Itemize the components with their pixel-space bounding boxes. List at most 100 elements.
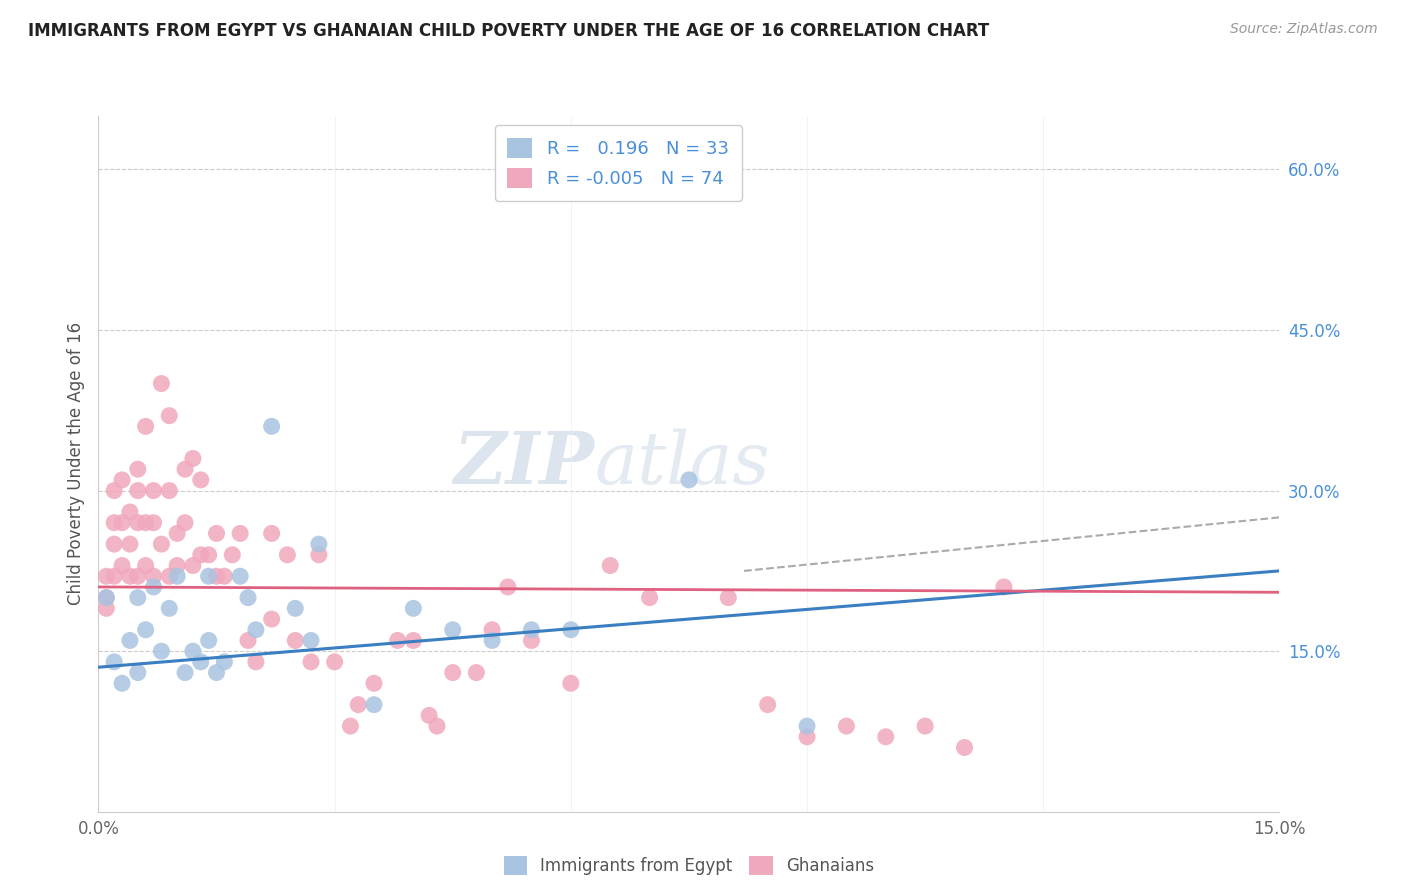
Point	[284, 601, 307, 615]
Point	[496, 580, 519, 594]
Point	[197, 633, 219, 648]
Point	[387, 633, 409, 648]
Point	[174, 462, 197, 476]
Point	[96, 591, 118, 605]
Point	[181, 644, 204, 658]
Point	[142, 483, 165, 498]
Point	[260, 612, 283, 626]
Point	[135, 558, 157, 573]
Point	[96, 601, 118, 615]
Point	[96, 591, 118, 605]
Point	[465, 665, 488, 680]
Point	[166, 558, 188, 573]
Point	[96, 569, 118, 583]
Point	[835, 719, 858, 733]
Point	[103, 483, 125, 498]
Point	[127, 591, 149, 605]
Point	[111, 473, 134, 487]
Point	[236, 591, 259, 605]
Y-axis label: Child Poverty Under the Age of 16: Child Poverty Under the Age of 16	[66, 322, 84, 606]
Text: Source: ZipAtlas.com: Source: ZipAtlas.com	[1230, 22, 1378, 37]
Point	[157, 409, 180, 423]
Point	[875, 730, 897, 744]
Point	[299, 633, 322, 648]
Point	[560, 676, 582, 690]
Point	[157, 569, 180, 583]
Point	[441, 623, 464, 637]
Text: ZIP: ZIP	[454, 428, 595, 500]
Point	[756, 698, 779, 712]
Point	[142, 569, 165, 583]
Point	[599, 558, 621, 573]
Point	[214, 655, 236, 669]
Point	[245, 623, 267, 637]
Point	[221, 548, 243, 562]
Point	[190, 473, 212, 487]
Point	[111, 516, 134, 530]
Point	[560, 623, 582, 637]
Point	[308, 548, 330, 562]
Point	[284, 633, 307, 648]
Point	[150, 537, 173, 551]
Point	[323, 655, 346, 669]
Point	[299, 655, 322, 669]
Point	[111, 676, 134, 690]
Point	[127, 665, 149, 680]
Point	[127, 462, 149, 476]
Point	[260, 419, 283, 434]
Point	[181, 451, 204, 466]
Point	[142, 516, 165, 530]
Point	[118, 633, 141, 648]
Point	[481, 633, 503, 648]
Point	[127, 569, 149, 583]
Point	[308, 537, 330, 551]
Text: IMMIGRANTS FROM EGYPT VS GHANAIAN CHILD POVERTY UNDER THE AGE OF 16 CORRELATION : IMMIGRANTS FROM EGYPT VS GHANAIAN CHILD …	[28, 22, 990, 40]
Point	[236, 633, 259, 648]
Point	[103, 655, 125, 669]
Legend: Immigrants from Egypt, Ghanaians: Immigrants from Egypt, Ghanaians	[495, 847, 883, 883]
Point	[796, 730, 818, 744]
Point	[520, 623, 543, 637]
Point	[205, 526, 228, 541]
Point	[103, 516, 125, 530]
Point	[174, 516, 197, 530]
Point	[118, 505, 141, 519]
Point	[245, 655, 267, 669]
Point	[205, 569, 228, 583]
Point	[157, 483, 180, 498]
Point	[127, 483, 149, 498]
Point	[205, 665, 228, 680]
Point	[166, 526, 188, 541]
Point	[150, 644, 173, 658]
Point	[174, 665, 197, 680]
Point	[638, 591, 661, 605]
Point	[229, 569, 252, 583]
Point	[118, 537, 141, 551]
Point	[796, 719, 818, 733]
Point	[260, 526, 283, 541]
Point	[135, 516, 157, 530]
Point	[441, 665, 464, 680]
Point	[953, 740, 976, 755]
Point	[135, 623, 157, 637]
Point	[157, 601, 180, 615]
Point	[103, 537, 125, 551]
Point	[339, 719, 361, 733]
Text: atlas: atlas	[595, 428, 770, 500]
Point	[276, 548, 298, 562]
Point	[402, 633, 425, 648]
Point	[520, 633, 543, 648]
Point	[142, 580, 165, 594]
Point	[197, 548, 219, 562]
Point	[426, 719, 449, 733]
Point	[363, 698, 385, 712]
Point	[197, 569, 219, 583]
Point	[717, 591, 740, 605]
Point	[103, 569, 125, 583]
Point	[181, 558, 204, 573]
Point	[363, 676, 385, 690]
Point	[347, 698, 370, 712]
Point	[166, 569, 188, 583]
Point	[190, 548, 212, 562]
Point	[118, 569, 141, 583]
